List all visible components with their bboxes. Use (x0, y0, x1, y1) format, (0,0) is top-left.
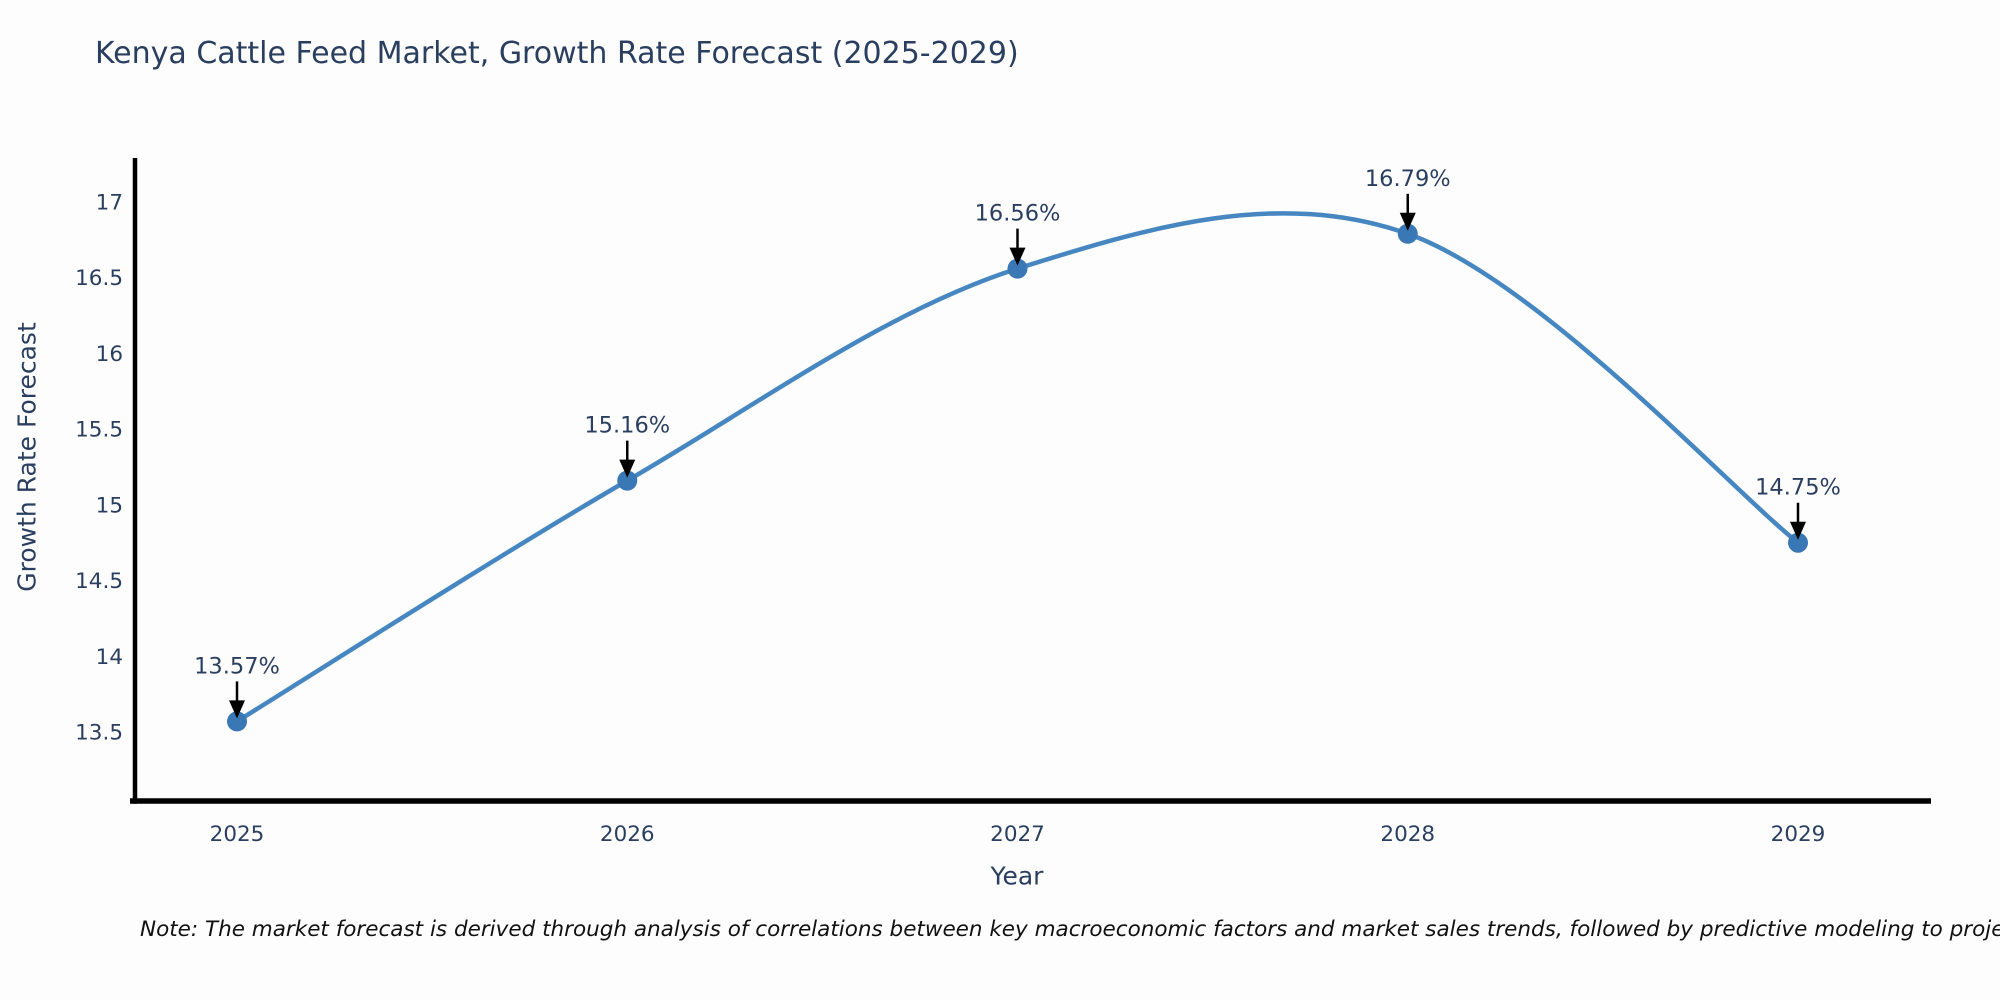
x-tick-label: 2027 (990, 822, 1045, 847)
data-point-marker-2025 (227, 711, 247, 732)
annotation-label: 13.57% (194, 653, 280, 679)
annotation-arrowhead-icon (229, 700, 245, 719)
footnote: Note: The market forecast is derived thr… (140, 917, 2000, 942)
x-tick-label: 2025 (210, 822, 265, 847)
annotation-label: 16.56% (975, 201, 1061, 227)
forecast-line (235, 211, 1800, 724)
x-axis-title: Year (990, 861, 1044, 891)
y-tick-label: 15.5 (75, 418, 123, 443)
annotation-arrowhead-icon (619, 459, 636, 478)
annotation-arrowhead-icon (1009, 247, 1026, 266)
annotation-arrowhead-icon (1790, 521, 1806, 540)
data-point-marker-2027 (1007, 258, 1028, 279)
x-tick-label: 2029 (1771, 822, 1826, 847)
y-tick-label: 16 (96, 342, 123, 367)
x-tick-label: 2026 (600, 822, 655, 847)
chart-title: Kenya Cattle Feed Market, Growth Rate Fo… (95, 36, 1019, 71)
data-point-marker-2026 (617, 470, 638, 491)
y-tick-label: 14 (96, 645, 123, 670)
y-tick-label: 15 (96, 493, 123, 518)
y-axis-title: Growth Rate Forecast (12, 322, 42, 592)
annotation-arrowhead-icon (1399, 212, 1416, 231)
y-tick-label: 17 (96, 190, 123, 215)
y-tick-label: 14.5 (75, 569, 123, 594)
annotation-label: 14.75% (1755, 475, 1841, 501)
data-point-marker-2029 (1788, 532, 1808, 553)
data-point-marker-2028 (1397, 223, 1418, 244)
x-tick-label: 2028 (1380, 822, 1435, 847)
annotation-label: 15.16% (584, 413, 670, 439)
y-tick-label: 13.5 (75, 721, 123, 746)
y-tick-label: 16.5 (75, 266, 123, 291)
annotation-label: 16.79% (1365, 166, 1451, 192)
